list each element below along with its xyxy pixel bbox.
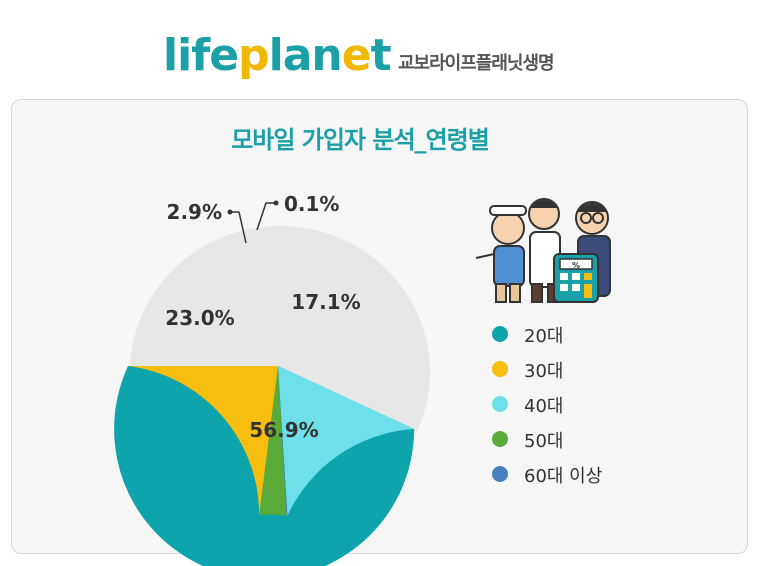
- pie-slice-40s: [278, 366, 415, 516]
- leader-line-50: [238, 211, 247, 244]
- pie-label-30s: 23.0%: [165, 306, 234, 330]
- pie-slice-60s: [278, 366, 288, 516]
- leader-lines: [227, 200, 279, 244]
- legend-label-60s: 60대 이상: [524, 466, 603, 487]
- legend-label-50s: 50대: [524, 431, 564, 452]
- leader-dot-60: [273, 200, 279, 206]
- pie-slice-30s: [128, 366, 278, 515]
- pie-label-60s: 0.1%: [284, 192, 339, 216]
- legend-label-30s: 30대: [524, 361, 564, 382]
- pie-slice-50s: [259, 366, 287, 516]
- calculator-label: %: [572, 261, 580, 270]
- pie-slices: [114, 366, 415, 566]
- legend-swatch-50s: [492, 431, 508, 447]
- chart-title: 모바일 가입자 분석_연령별: [231, 126, 490, 154]
- company-name: 교보라이프플래닛생명: [398, 53, 555, 74]
- pie-label-40s: 17.1%: [291, 290, 360, 314]
- lifeplanet-logo: lifeplanet: [163, 30, 392, 81]
- legend-swatch-40s: [492, 396, 508, 412]
- legend-swatch-20s: [492, 326, 508, 342]
- pie-label-20s: 56.9%: [249, 418, 318, 442]
- legend-swatch-30s: [492, 361, 508, 377]
- legend-label-40s: 40대: [524, 396, 564, 417]
- header: lifeplanet 교보라이프플래닛생명: [0, 0, 762, 92]
- legend-swatch-60s: [492, 466, 508, 482]
- seniors-with-calculator-icon: %: [475, 198, 611, 303]
- leader-dot-50: [227, 209, 233, 215]
- legend-label-20s: 20대: [524, 326, 564, 347]
- leader-line-60: [256, 202, 267, 231]
- pie-label-50s: 2.9%: [167, 200, 222, 224]
